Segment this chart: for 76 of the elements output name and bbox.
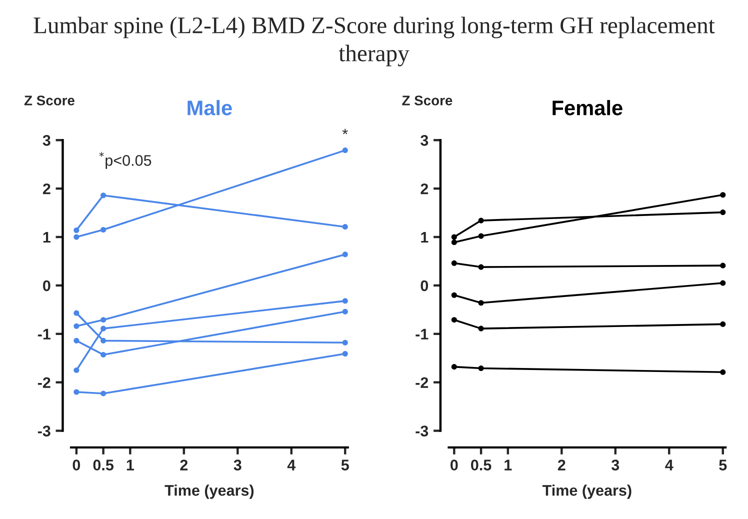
point <box>342 148 348 154</box>
y-tick-label: 2 <box>420 183 428 194</box>
x-tick-label: 0 <box>72 460 80 470</box>
annotation: * <box>342 128 348 134</box>
point <box>478 264 484 270</box>
point <box>74 323 80 329</box>
point <box>451 240 457 246</box>
y-tick-label: -3 <box>416 426 428 436</box>
point <box>100 338 106 344</box>
point <box>74 234 80 240</box>
point <box>478 300 484 306</box>
x-tick-label: 0.5 <box>93 460 114 470</box>
text: Lumbar spine (L2-L4) BMD Z-Score during long-term GH replacement therapy <box>34 16 715 66</box>
point <box>451 234 457 240</box>
point <box>478 218 484 224</box>
point <box>720 210 726 216</box>
point <box>74 227 80 234</box>
y-tick-label: -1 <box>416 328 428 340</box>
y-tick-label: -2 <box>416 377 428 388</box>
x-tick-label: 5 <box>341 460 349 470</box>
point <box>451 292 457 298</box>
y-tick-label: 3 <box>420 135 428 146</box>
y-tick-label: -1 <box>38 328 50 340</box>
point <box>74 367 80 373</box>
y-axis-title: Z Score <box>402 96 452 106</box>
annotation: $^{*}$p<0.05 <box>99 152 152 169</box>
x-tick-label: 1 <box>126 460 134 470</box>
point <box>342 340 348 346</box>
point <box>478 326 484 332</box>
point <box>720 369 726 375</box>
x-axis-title: Time (years) <box>542 484 632 499</box>
point <box>720 280 726 286</box>
x-tick-label: 1 <box>504 460 512 470</box>
point <box>100 317 106 323</box>
point <box>74 338 80 344</box>
y-axis-title: Z Score <box>24 96 74 106</box>
point <box>342 224 348 230</box>
x-tick-label: 3 <box>234 460 242 470</box>
point <box>720 321 726 327</box>
x-tick-label: 5 <box>719 460 727 470</box>
y-tick-label: 1 <box>421 232 428 243</box>
y-tick-label: 0 <box>420 280 428 292</box>
point <box>100 226 106 233</box>
point <box>342 298 348 304</box>
point <box>74 389 80 395</box>
point <box>100 326 106 332</box>
x-tick-label: 4 <box>665 460 674 470</box>
x-axis-title: Time (years) <box>164 484 254 499</box>
x-tick-label: 4 <box>287 460 296 470</box>
x-tick-label: 0.5 <box>471 460 492 470</box>
x-tick-label: 3 <box>611 460 620 470</box>
point <box>451 364 457 370</box>
y-tick-label: 2 <box>42 183 50 194</box>
y-tick-label: 3 <box>42 135 50 146</box>
point <box>74 310 80 316</box>
point <box>100 192 106 198</box>
chart-title: Female <box>552 100 622 116</box>
x-tick-label: 0 <box>450 460 458 470</box>
point <box>342 308 348 314</box>
point <box>100 390 106 396</box>
point <box>100 352 106 358</box>
point <box>478 366 484 372</box>
point <box>720 262 726 268</box>
y-tick-label: 0 <box>43 280 50 292</box>
chart-title: Male <box>188 100 232 116</box>
point <box>342 350 348 357</box>
point <box>451 317 457 323</box>
y-tick-label: -3 <box>38 426 50 436</box>
y-tick-label: 1 <box>43 232 50 243</box>
point <box>720 192 726 198</box>
point <box>478 233 484 239</box>
point <box>451 260 457 266</box>
x-tick-label: 2 <box>180 460 188 470</box>
x-tick-label: 2 <box>558 460 566 470</box>
y-tick-label: -2 <box>38 377 50 388</box>
point <box>342 252 348 258</box>
